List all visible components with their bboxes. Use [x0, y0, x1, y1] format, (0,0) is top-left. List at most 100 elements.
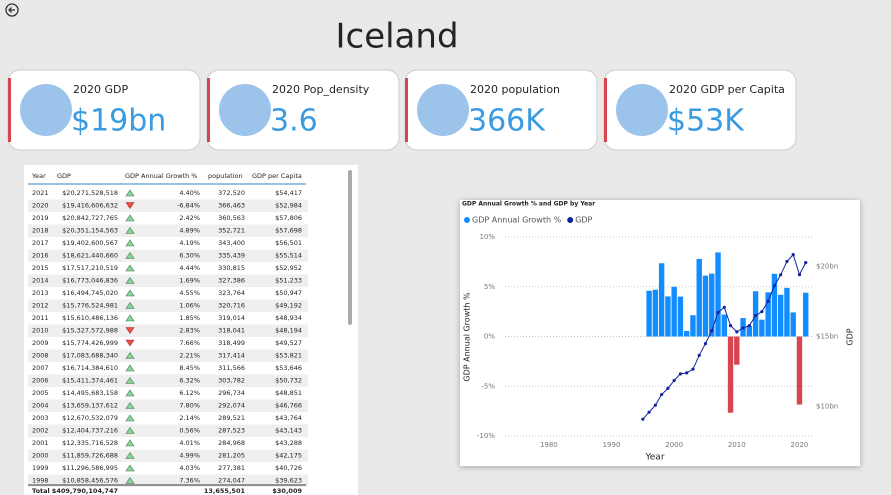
bar: [709, 273, 715, 337]
line-point: [785, 259, 789, 264]
line-point: [766, 299, 770, 303]
table-cell: 6.12%: [179, 389, 200, 397]
table-cell: $52,984: [275, 202, 302, 210]
row-band: [28, 324, 308, 337]
bar: [702, 275, 709, 337]
x-tick-label: 2020: [791, 441, 809, 449]
row-band: [28, 349, 308, 362]
table-cell: $39,623: [275, 477, 302, 485]
card-value: $53K: [667, 104, 745, 139]
card-label: 2020 GDP per Capita: [669, 83, 785, 96]
y-tick-label: 0%: [484, 333, 495, 341]
table-cell: $49,527: [275, 339, 302, 347]
table-cell: 2011: [32, 314, 49, 322]
x-tick-label: 2000: [665, 441, 683, 449]
table-cell: 330,815: [218, 264, 245, 272]
table-cell: $51,233: [275, 277, 302, 285]
y-tick-label: 5%: [484, 283, 495, 291]
card-icon: [219, 84, 271, 136]
bar: [665, 296, 671, 337]
table-cell: 303,782: [218, 377, 245, 385]
table-cell: 2003: [32, 414, 49, 422]
bar: [752, 291, 759, 337]
line-point: [716, 310, 720, 315]
bar: [765, 292, 771, 337]
row-band: [28, 249, 308, 262]
table-cell: $18,621,440,660: [62, 252, 118, 260]
table-cell: 2004: [32, 402, 49, 410]
line-point: [741, 326, 745, 330]
trend-up-icon: [125, 264, 135, 272]
bar: [759, 319, 765, 337]
row-band: [28, 474, 308, 487]
table-cell: 4.55%: [179, 289, 200, 297]
table-cell: 296,734: [218, 389, 245, 397]
bar: [721, 314, 727, 337]
scrollbar[interactable]: [348, 170, 352, 325]
table-cell: 292,074: [218, 402, 245, 410]
row-band: [28, 374, 308, 387]
card-value: 366K: [468, 104, 546, 139]
line-point: [791, 253, 795, 257]
trend-up-icon: [125, 314, 135, 322]
table-cell: 2014: [32, 277, 49, 285]
column-header: GDP per Capita: [252, 172, 302, 180]
table-cell: $11,296,586,995: [62, 464, 118, 472]
table-cell: 287,523: [218, 427, 245, 435]
line-point: [641, 417, 645, 421]
total-cell: Total: [32, 487, 50, 495]
table-cell: 7.36%: [179, 477, 200, 485]
table-cell: 2009: [32, 339, 49, 347]
table-cell: 2001: [32, 439, 49, 447]
table-cell: 2007: [32, 364, 49, 372]
line-point: [804, 261, 808, 265]
table-cell: 1.69%: [179, 277, 200, 285]
table-cell: 4.89%: [179, 227, 200, 235]
row-band: [28, 299, 308, 312]
bar: [803, 292, 809, 337]
card-icon: [417, 84, 469, 136]
trend-up-icon: [125, 239, 135, 247]
table-cell: $15,776,524,981: [62, 302, 118, 310]
table-cell: 6.32%: [179, 377, 200, 385]
table-cell: 311,566: [218, 364, 245, 372]
table-cell: 317,414: [218, 352, 245, 360]
trend-up-icon: [125, 276, 135, 284]
table-cell: 4.01%: [179, 439, 200, 447]
row-band: [28, 199, 308, 212]
row-band: [28, 449, 308, 462]
table-cell: 8.45%: [179, 364, 200, 372]
y-tick-label: -5%: [481, 382, 495, 390]
line-point: [728, 324, 733, 328]
trend-up-icon: [125, 389, 135, 397]
table-cell: $57,698: [275, 227, 302, 235]
trend-down-icon: [125, 339, 135, 347]
bar: [671, 286, 677, 337]
table-cell: 2017: [32, 239, 49, 247]
trend-up-icon: [125, 364, 135, 372]
table-cell: 1.06%: [179, 302, 200, 310]
table-cell: 2005: [32, 389, 49, 397]
table-cell: $15,411,374,461: [62, 377, 118, 385]
card-label: 2020 population: [470, 83, 560, 96]
line-point: [722, 305, 726, 309]
table-cell: 372,520: [218, 189, 245, 197]
table-cell: 335,439: [218, 252, 245, 260]
trend-up-icon: [125, 351, 135, 359]
line-point: [653, 403, 657, 407]
table-cell: $16,773,046,836: [62, 277, 118, 285]
table-cell: 281,205: [218, 452, 245, 460]
table-cell: 343,400: [218, 239, 245, 247]
table-cell: $10,858,456,576: [62, 477, 118, 485]
row-band: [28, 424, 308, 437]
card-label: 2020 GDP: [73, 83, 128, 96]
table-cell: 2013: [32, 289, 49, 297]
back-button[interactable]: [5, 3, 19, 17]
table-cell: 277,381: [218, 464, 245, 472]
legend-label: GDP Annual Growth %: [472, 216, 562, 225]
table-cell: $52,952: [275, 264, 302, 272]
table-cell: $12,404,737,216: [62, 427, 118, 435]
table-cell: 352,721: [218, 227, 245, 235]
line-point: [710, 329, 714, 333]
bar: [790, 312, 796, 337]
